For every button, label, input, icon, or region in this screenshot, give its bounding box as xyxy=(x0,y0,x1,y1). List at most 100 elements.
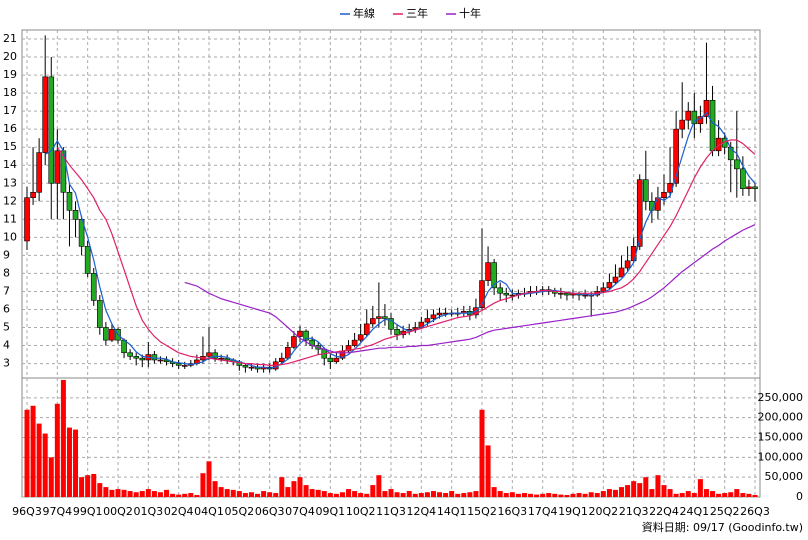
candle-body xyxy=(42,76,49,153)
x-tick-label: 97Q4 xyxy=(43,505,73,518)
candle-body xyxy=(691,110,698,125)
x-tick-label: 99Q1 xyxy=(73,505,103,518)
x-tick-label: 06Q3 xyxy=(255,505,285,518)
candle-body xyxy=(218,357,224,360)
y-tick-label: 12 xyxy=(3,194,17,207)
volume-bar xyxy=(333,493,339,497)
volume-bar xyxy=(127,491,133,497)
candle-body xyxy=(97,300,103,328)
volume-bar xyxy=(176,494,182,497)
candle-body xyxy=(479,280,485,308)
candle-body xyxy=(36,152,42,193)
y-tick-label: 11 xyxy=(3,212,17,225)
volume-bar xyxy=(406,491,412,497)
candle-body xyxy=(369,318,376,325)
candle-body xyxy=(727,146,734,161)
candle-body xyxy=(624,260,631,269)
series-line xyxy=(44,111,756,369)
volume-bar xyxy=(97,483,103,497)
y-tick-label: 9 xyxy=(3,248,10,261)
volume-bar xyxy=(103,487,109,497)
x-tick-label: 07Q4 xyxy=(285,505,315,518)
volume-bar xyxy=(564,495,570,497)
volume-bar xyxy=(30,405,36,497)
volume-bar xyxy=(588,492,594,497)
volume-bar xyxy=(376,475,382,497)
x-tick-label: 00Q2 xyxy=(103,505,133,518)
footer: 資料日期: 09/17 (Goodinfo.tw) xyxy=(642,520,803,534)
candle-body xyxy=(303,330,309,341)
candle-body xyxy=(394,329,400,336)
volume-bar xyxy=(734,489,740,497)
volume-bar xyxy=(315,489,321,497)
x-tick-label: 09Q1 xyxy=(316,505,346,518)
candle-body xyxy=(133,356,139,359)
candle-body xyxy=(48,76,55,184)
volume-bar xyxy=(206,461,212,497)
candle-body xyxy=(66,191,73,211)
candle-body xyxy=(278,357,285,363)
volume-bar xyxy=(109,489,115,497)
volume-bar xyxy=(619,487,625,497)
x-tick-label: 17Q4 xyxy=(528,505,558,518)
volume-bar xyxy=(291,481,297,497)
candle-body xyxy=(436,312,443,316)
volume-bar xyxy=(467,492,473,497)
volume-bar xyxy=(248,492,254,497)
volume-bar xyxy=(503,493,509,497)
y-tick-label: 13 xyxy=(3,176,17,189)
volume-bar xyxy=(170,493,176,497)
volume-bar xyxy=(710,491,716,497)
volume-bar xyxy=(85,475,91,497)
volume-bar xyxy=(437,492,443,497)
candle-body xyxy=(291,336,297,348)
x-tick-label: 22Q4 xyxy=(649,505,679,518)
volume-bar xyxy=(242,493,248,497)
candle-body xyxy=(424,318,431,323)
volume-bar xyxy=(643,477,649,497)
candle-body xyxy=(357,334,364,341)
volume-bar xyxy=(339,492,345,497)
x-tick-label: 12Q4 xyxy=(407,505,437,518)
candle-body xyxy=(54,150,61,184)
volume-bar xyxy=(558,494,564,497)
series-line xyxy=(184,224,756,354)
candle-body xyxy=(242,365,249,368)
candle-body xyxy=(564,292,570,296)
volume-bar xyxy=(218,487,224,497)
candle-body xyxy=(345,345,352,352)
x-tick-label: 19Q1 xyxy=(558,505,588,518)
candle-body xyxy=(752,186,758,189)
volume-bar xyxy=(746,493,752,497)
volume-bar xyxy=(267,492,273,497)
volume-bar xyxy=(600,491,606,497)
volume-bar xyxy=(400,493,406,497)
y2-tick-label: 150,000 xyxy=(758,431,804,444)
candle-body xyxy=(679,119,686,130)
volume-bar xyxy=(449,491,455,497)
y-tick-label: 17 xyxy=(3,104,17,117)
candle-body xyxy=(503,292,510,296)
y2-tick-label: 200,000 xyxy=(758,411,804,424)
candle-body xyxy=(412,327,419,330)
candle-body xyxy=(109,329,115,341)
legend-label: 十年 xyxy=(459,6,481,20)
volume-bar xyxy=(151,491,157,497)
y-tick-label: 21 xyxy=(3,32,17,45)
y-tick-label: 10 xyxy=(3,230,17,243)
volume-bar xyxy=(42,433,48,497)
volume-bar xyxy=(382,491,388,497)
volume-bar xyxy=(139,491,145,497)
volume-bar xyxy=(115,489,121,497)
volume-bar xyxy=(224,489,230,497)
x-tick-label: 15Q2 xyxy=(467,505,497,518)
volume-bar xyxy=(443,493,449,497)
candle-body xyxy=(90,273,97,301)
candle-body xyxy=(363,323,370,336)
volume-bar xyxy=(352,491,358,497)
y-tick-label: 3 xyxy=(3,357,10,370)
volume-bar xyxy=(182,493,188,497)
candle-body xyxy=(175,363,182,366)
